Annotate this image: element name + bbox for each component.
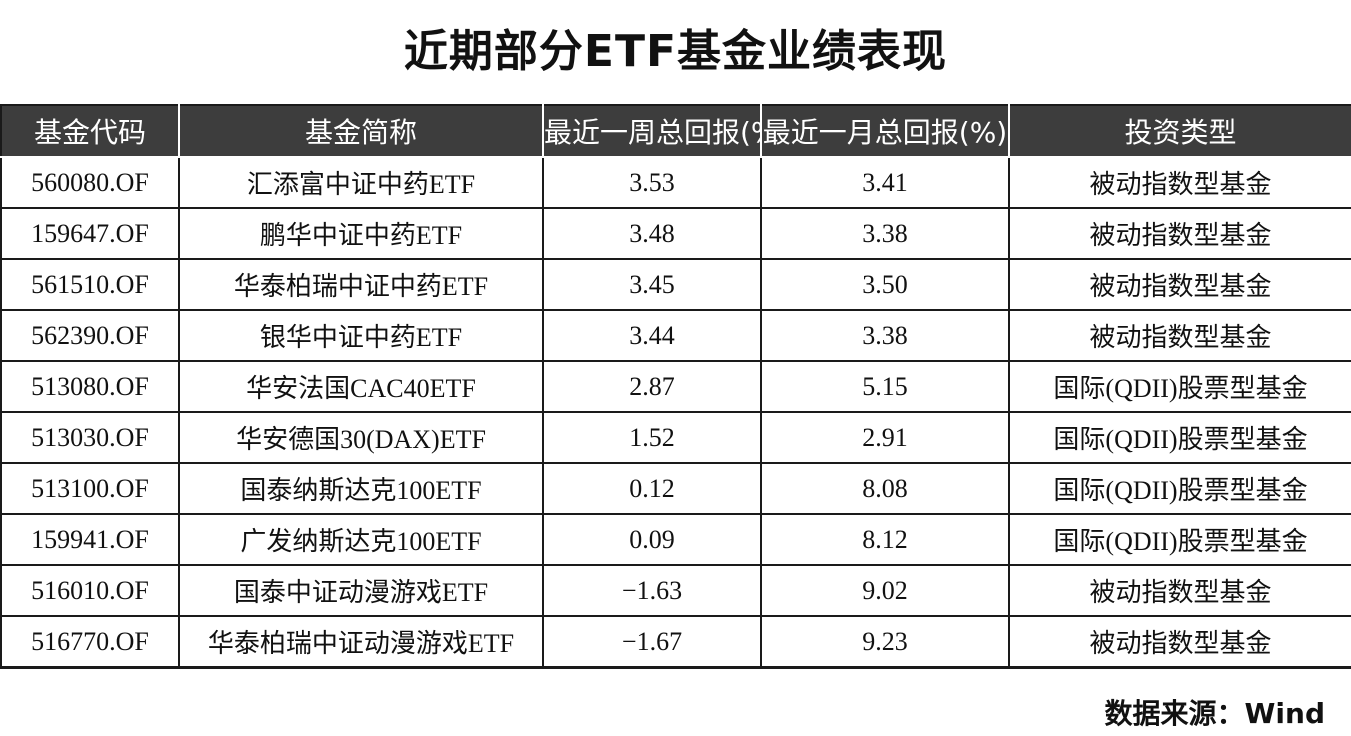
fund-code-cell: 516010.OF (0, 564, 180, 617)
week-return-cell: 2.87 (542, 360, 762, 413)
investment-type-cell: 被动指数型基金 (1008, 258, 1351, 311)
header-month-return: 最近一月总回报(%) (760, 104, 1010, 158)
fund-code-cell: 560080.OF (0, 156, 180, 209)
fund-code-cell: 513030.OF (0, 411, 180, 464)
data-source-note: 数据来源：Wind (1104, 697, 1325, 730)
page-title: 近期部分ETF基金业绩表现 (403, 26, 948, 77)
investment-type-cell: 被动指数型基金 (1008, 309, 1351, 362)
fund-name-cell: 华安德国30(DAX)ETF (178, 411, 544, 464)
fund-name-cell: 鹏华中证中药ETF (178, 207, 544, 260)
table-row: 562390.OF 银华中证中药ETF 3.44 3.38 被动指数型基金 (0, 309, 1351, 362)
investment-type-cell: 国际(QDII)股票型基金 (1008, 513, 1351, 566)
month-return-cell: 9.02 (760, 564, 1010, 617)
table-row: 159941.OF 广发纳斯达克100ETF 0.09 8.12 国际(QDII… (0, 513, 1351, 566)
header-fund-name: 基金简称 (178, 104, 544, 158)
table-row: 513080.OF 华安法国CAC40ETF 2.87 5.15 国际(QDII… (0, 360, 1351, 413)
fund-name-cell: 国泰中证动漫游戏ETF (178, 564, 544, 617)
fund-code-cell: 516770.OF (0, 615, 180, 669)
fund-name-cell: 汇添富中证中药ETF (178, 156, 544, 209)
week-return-cell: 3.48 (542, 207, 762, 260)
month-return-cell: 9.23 (760, 615, 1010, 669)
fund-code-cell: 562390.OF (0, 309, 180, 362)
table-row: 513100.OF 国泰纳斯达克100ETF 0.12 8.08 国际(QDII… (0, 462, 1351, 515)
month-return-cell: 3.38 (760, 207, 1010, 260)
fund-code-cell: 561510.OF (0, 258, 180, 311)
week-return-cell: 1.52 (542, 411, 762, 464)
fund-name-cell: 华泰柏瑞中证中药ETF (178, 258, 544, 311)
table-row: 516010.OF 国泰中证动漫游戏ETF −1.63 9.02 被动指数型基金 (0, 564, 1351, 617)
fund-name-cell: 华泰柏瑞中证动漫游戏ETF (178, 615, 544, 669)
month-return-cell: 8.08 (760, 462, 1010, 515)
investment-type-cell: 被动指数型基金 (1008, 564, 1351, 617)
week-return-cell: 3.45 (542, 258, 762, 311)
fund-name-cell: 广发纳斯达克100ETF (178, 513, 544, 566)
fund-performance-table: 基金代码 基金简称 最近一周总回报(%) 最近一月总回报(%) 投资类型 560… (0, 104, 1351, 669)
fund-name-cell: 华安法国CAC40ETF (178, 360, 544, 413)
investment-type-cell: 国际(QDII)股票型基金 (1008, 411, 1351, 464)
fund-code-cell: 513080.OF (0, 360, 180, 413)
header-fund-code: 基金代码 (0, 104, 180, 158)
table-row: 561510.OF 华泰柏瑞中证中药ETF 3.45 3.50 被动指数型基金 (0, 258, 1351, 311)
fund-name-cell: 国泰纳斯达克100ETF (178, 462, 544, 515)
fund-code-cell: 513100.OF (0, 462, 180, 515)
week-return-cell: 3.44 (542, 309, 762, 362)
fund-code-cell: 159647.OF (0, 207, 180, 260)
header-week-return: 最近一周总回报(%) (542, 104, 762, 158)
fund-name-cell: 银华中证中药ETF (178, 309, 544, 362)
month-return-cell: 8.12 (760, 513, 1010, 566)
month-return-cell: 3.38 (760, 309, 1010, 362)
header-investment-type: 投资类型 (1008, 104, 1351, 158)
week-return-cell: 3.53 (542, 156, 762, 209)
week-return-cell: −1.63 (542, 564, 762, 617)
week-return-cell: −1.67 (542, 615, 762, 669)
investment-type-cell: 国际(QDII)股票型基金 (1008, 360, 1351, 413)
week-return-cell: 0.09 (542, 513, 762, 566)
investment-type-cell: 被动指数型基金 (1008, 615, 1351, 669)
table-row: 560080.OF 汇添富中证中药ETF 3.53 3.41 被动指数型基金 (0, 156, 1351, 209)
month-return-cell: 3.50 (760, 258, 1010, 311)
fund-code-cell: 159941.OF (0, 513, 180, 566)
investment-type-cell: 被动指数型基金 (1008, 156, 1351, 209)
month-return-cell: 2.91 (760, 411, 1010, 464)
month-return-cell: 3.41 (760, 156, 1010, 209)
investment-type-cell: 被动指数型基金 (1008, 207, 1351, 260)
table-row: 513030.OF 华安德国30(DAX)ETF 1.52 2.91 国际(QD… (0, 411, 1351, 464)
investment-type-cell: 国际(QDII)股票型基金 (1008, 462, 1351, 515)
table-row: 516770.OF 华泰柏瑞中证动漫游戏ETF −1.67 9.23 被动指数型… (0, 615, 1351, 669)
table-row: 159647.OF 鹏华中证中药ETF 3.48 3.38 被动指数型基金 (0, 207, 1351, 260)
week-return-cell: 0.12 (542, 462, 762, 515)
table-header-row: 基金代码 基金简称 最近一周总回报(%) 最近一月总回报(%) 投资类型 (0, 104, 1351, 158)
month-return-cell: 5.15 (760, 360, 1010, 413)
